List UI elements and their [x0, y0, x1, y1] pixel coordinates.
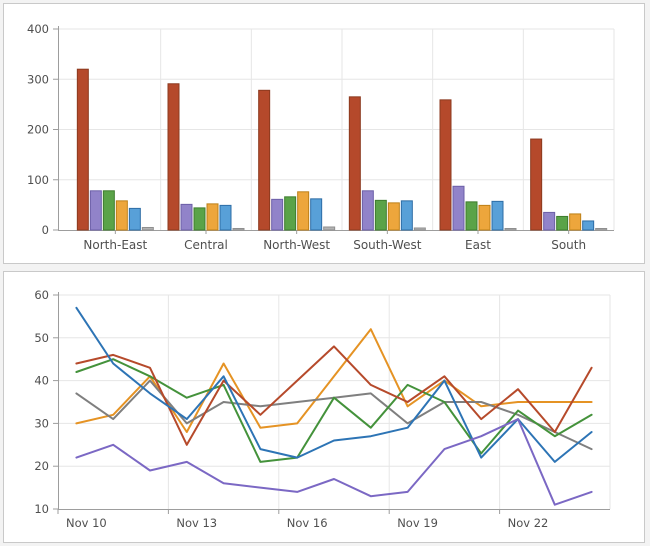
bar-gray-South-West[interactable]: [413, 227, 426, 231]
bar-green-Central[interactable]: [193, 207, 206, 231]
x-axis-category-label: North-West: [263, 238, 330, 252]
bar-chart: 0 100 200 300 400 North-East Central North-West…: [27, 22, 615, 252]
bar-orange-South[interactable]: [569, 213, 582, 231]
y-axis-tick-label: 20: [34, 459, 49, 473]
x-axis-date-label: Nov 13: [176, 516, 217, 530]
line-series-blue[interactable]: [75, 306, 593, 463]
y-axis-tick-label: 300: [27, 72, 49, 86]
y-axis-tick-label: 50: [34, 331, 49, 345]
line-series-red[interactable]: [75, 345, 593, 446]
bar-orange-Central[interactable]: [206, 203, 219, 231]
x-axis-category-label: Central: [184, 238, 228, 252]
x-axis-date-label: Nov 10: [66, 516, 107, 530]
bar-gray-North-West[interactable]: [323, 226, 336, 231]
y-axis-tick-label: 40: [34, 374, 49, 388]
bar-blue-North-East[interactable]: [128, 207, 141, 231]
bar-blue-South[interactable]: [582, 220, 595, 231]
bar-purple-South[interactable]: [543, 211, 556, 231]
bar-green-East[interactable]: [465, 201, 478, 231]
x-axis-category-label: South-West: [353, 238, 422, 252]
bar-green-South[interactable]: [556, 215, 569, 231]
bar-purple-South-West[interactable]: [361, 190, 374, 231]
bar-gray-Central[interactable]: [232, 227, 245, 231]
bar-gray-North-East[interactable]: [141, 226, 154, 231]
y-axis-tick-label: 30: [34, 416, 49, 430]
y-axis-tick-label: 400: [27, 22, 49, 36]
bar-green-North-West[interactable]: [284, 196, 297, 231]
bar-blue-East[interactable]: [491, 200, 504, 231]
line-chart: 10 20 30 40 50 60 Nov 10 Nov 13 Nov 16 Nov 19 Nov …: [34, 288, 611, 530]
x-axis-date-label: Nov 22: [508, 516, 549, 530]
y-axis-tick-label: 60: [34, 288, 49, 302]
bar-gray-South[interactable]: [595, 228, 608, 231]
bar-red-East[interactable]: [439, 99, 452, 231]
y-axis-tick-label: 0: [42, 223, 49, 237]
y-axis-tick-label: 100: [27, 173, 49, 187]
line-chart-panel: 10 20 30 40 50 60 Nov 10 Nov 13 Nov 16 Nov 19 Nov …: [3, 271, 645, 543]
bar-purple-Central[interactable]: [180, 203, 193, 231]
bar-red-South[interactable]: [530, 138, 543, 231]
bar-green-North-East[interactable]: [102, 190, 115, 231]
bar-purple-North-West[interactable]: [271, 198, 284, 231]
bar-orange-East[interactable]: [478, 204, 491, 231]
bar-purple-North-East[interactable]: [89, 190, 102, 231]
bar-gray-East[interactable]: [504, 228, 517, 231]
bar-chart-panel: 0 100 200 300 400 North-East Central North-West…: [3, 3, 645, 264]
x-axis-category-label: North-East: [83, 238, 147, 252]
bar-blue-Central[interactable]: [219, 204, 232, 231]
bar-red-South-West[interactable]: [348, 96, 361, 231]
bar-green-South-West[interactable]: [374, 199, 387, 231]
bar-orange-North-East[interactable]: [115, 200, 128, 231]
y-axis-tick-label: 10: [34, 502, 49, 516]
bar-blue-North-West[interactable]: [310, 198, 323, 231]
bar-red-North-East[interactable]: [76, 68, 89, 231]
y-axis-tick-label: 200: [27, 123, 49, 137]
x-axis-date-label: Nov 16: [287, 516, 328, 530]
bar-red-North-West[interactable]: [258, 89, 271, 231]
bar-blue-South-West[interactable]: [400, 200, 413, 231]
bar-orange-North-West[interactable]: [297, 191, 310, 231]
bar-purple-East[interactable]: [452, 185, 465, 231]
line-series-purple[interactable]: [75, 418, 593, 506]
bar-red-Central[interactable]: [167, 83, 180, 231]
x-axis-category-label: South: [551, 238, 586, 252]
x-axis-category-label: East: [465, 238, 491, 252]
bar-orange-South-West[interactable]: [387, 202, 400, 231]
x-axis-date-label: Nov 19: [397, 516, 438, 530]
